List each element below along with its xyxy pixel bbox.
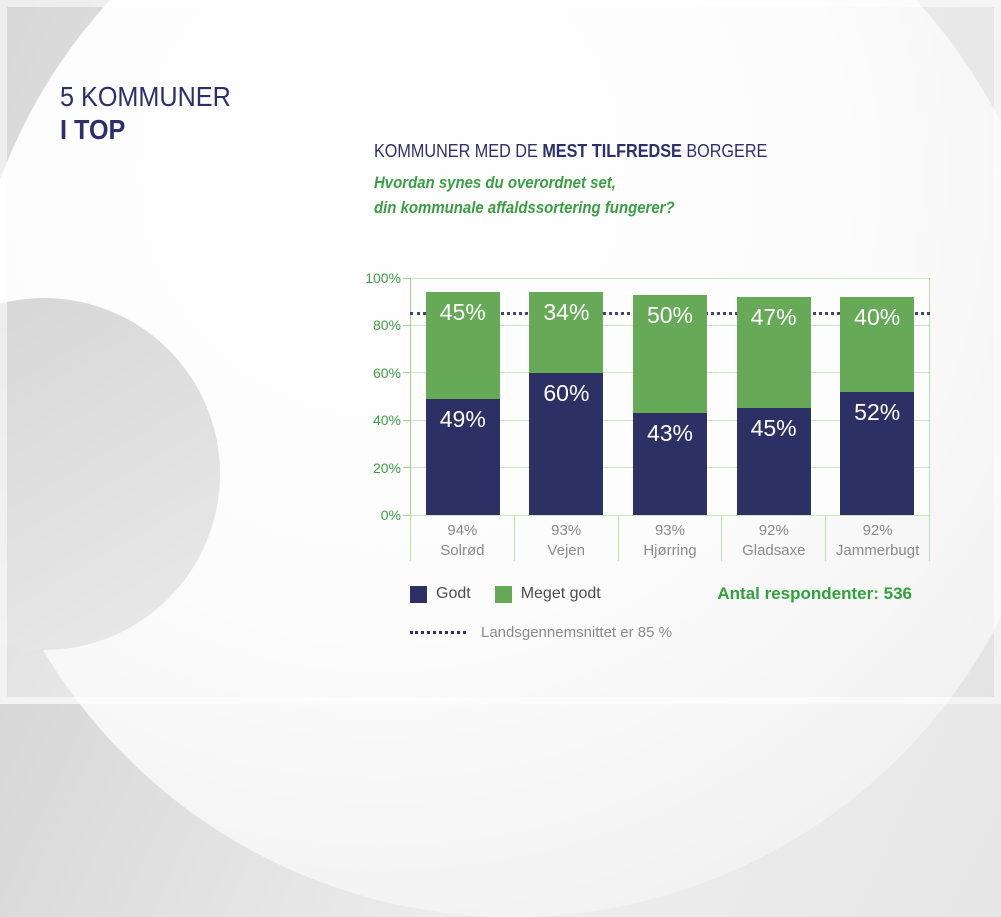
heading-prefix: KOMMUNER MED DE xyxy=(374,141,543,161)
axis-tick xyxy=(403,467,410,469)
legend-item: Godt xyxy=(410,585,471,603)
category-total: 92% xyxy=(862,522,893,539)
chart-heading: KOMMUNER MED DE MEST TILFREDSE BORGERE xyxy=(374,141,767,162)
bar-value-label: 60% xyxy=(543,379,590,406)
bar-segment-godt: 45% xyxy=(736,408,811,515)
axis-tick xyxy=(403,372,410,374)
bar-segment-godt: 60% xyxy=(529,372,604,515)
gridline xyxy=(411,514,929,516)
category-name: Vejen xyxy=(547,542,585,559)
bar-value-label: 45% xyxy=(439,299,486,326)
axis-tick xyxy=(403,419,410,421)
category-total: 93% xyxy=(551,522,582,539)
bar-value-label: 50% xyxy=(646,301,694,328)
bar-segment-godt: 43% xyxy=(633,413,707,515)
y-axis-label: 100% xyxy=(365,270,401,286)
category-cell: 92% Gladsaxe xyxy=(721,515,825,561)
legend-swatch xyxy=(494,585,512,603)
axis-tick xyxy=(403,514,410,516)
axis-tick xyxy=(403,277,410,279)
question-line-1: Hvordan synes du overordnet set, xyxy=(374,173,616,192)
bar-segment-meget-godt: 50% xyxy=(633,294,707,414)
national-average-label: Landsgennemsnittet er 85 % xyxy=(481,624,672,641)
question-line-2: din kommunale affaldssortering fungerer? xyxy=(374,198,675,217)
bar-value-label: 49% xyxy=(439,405,486,432)
category-name: Jammerbugt xyxy=(835,542,920,559)
heading-bold: MEST TILFREDSE xyxy=(542,141,682,161)
y-axis-label: 20% xyxy=(372,459,401,476)
y-axis-label: 80% xyxy=(372,317,401,334)
bar-value-label: 43% xyxy=(646,420,694,447)
legend-swatch xyxy=(410,585,427,603)
category-total: 93% xyxy=(654,522,685,539)
title-line-1: 5 KOMMUNER xyxy=(60,81,231,112)
bar-segment-meget-godt: 47% xyxy=(736,296,811,409)
heading-suffix: BORGERE xyxy=(681,141,768,161)
legend-label: Meget godt xyxy=(520,585,601,602)
category-name: Solrød xyxy=(440,542,485,559)
bar-value-label: 34% xyxy=(543,299,590,326)
y-axis-label: 60% xyxy=(372,364,401,381)
category-total: 94% xyxy=(447,522,478,539)
category-total: 92% xyxy=(758,522,789,539)
bar-value-label: 45% xyxy=(750,415,797,442)
category-cell: 93% Vejen xyxy=(513,515,618,561)
category-name: Gladsaxe xyxy=(742,542,806,559)
gridline xyxy=(411,277,929,279)
title-line-2: I TOP xyxy=(60,114,126,145)
dotted-line-sample xyxy=(410,631,466,634)
bar-segment-meget-godt: 40% xyxy=(840,296,915,392)
respondents-note: Antal respondenter: 536 xyxy=(717,584,912,603)
national-average-note: Landsgennemsnittet er 85 % xyxy=(410,624,672,641)
chart-legend: Godt Meget godt xyxy=(410,585,601,603)
bar-segment-meget-godt: 34% xyxy=(529,292,604,373)
bar-segment-godt: 49% xyxy=(425,398,500,515)
legend-item: Meget godt xyxy=(494,585,601,603)
category-cell: 94% Solrød xyxy=(410,515,514,561)
bar-value-label: 47% xyxy=(750,303,797,330)
bar-value-label: 52% xyxy=(854,398,901,425)
y-axis-label: 40% xyxy=(372,412,401,429)
category-cell: 93% Hjørring xyxy=(617,515,722,561)
chart-category-axis: 94% Solrød 93% Vejen 93% Hjørring 92% Gladsaxe 9… xyxy=(410,515,930,561)
bar-segment-godt: 52% xyxy=(840,391,915,515)
bar-value-label: 40% xyxy=(854,303,901,330)
category-name: Hjørring xyxy=(643,542,697,559)
bar-segment-meget-godt: 45% xyxy=(425,292,500,399)
legend-label: Godt xyxy=(436,585,471,602)
axis-tick xyxy=(403,324,410,326)
chart-plot-area: 0% 20% 40% 60% 80% 100% 49% 45% 60% 34% 43% 50% 45% 4… xyxy=(365,270,930,523)
category-cell: 92% Jammerbugt xyxy=(825,515,930,561)
y-axis-label: 0% xyxy=(380,507,401,523)
survey-question: Hvordan synes du overordnet set, din kom… xyxy=(374,170,675,220)
slide-title: 5 KOMMUNER I TOP xyxy=(60,80,231,146)
